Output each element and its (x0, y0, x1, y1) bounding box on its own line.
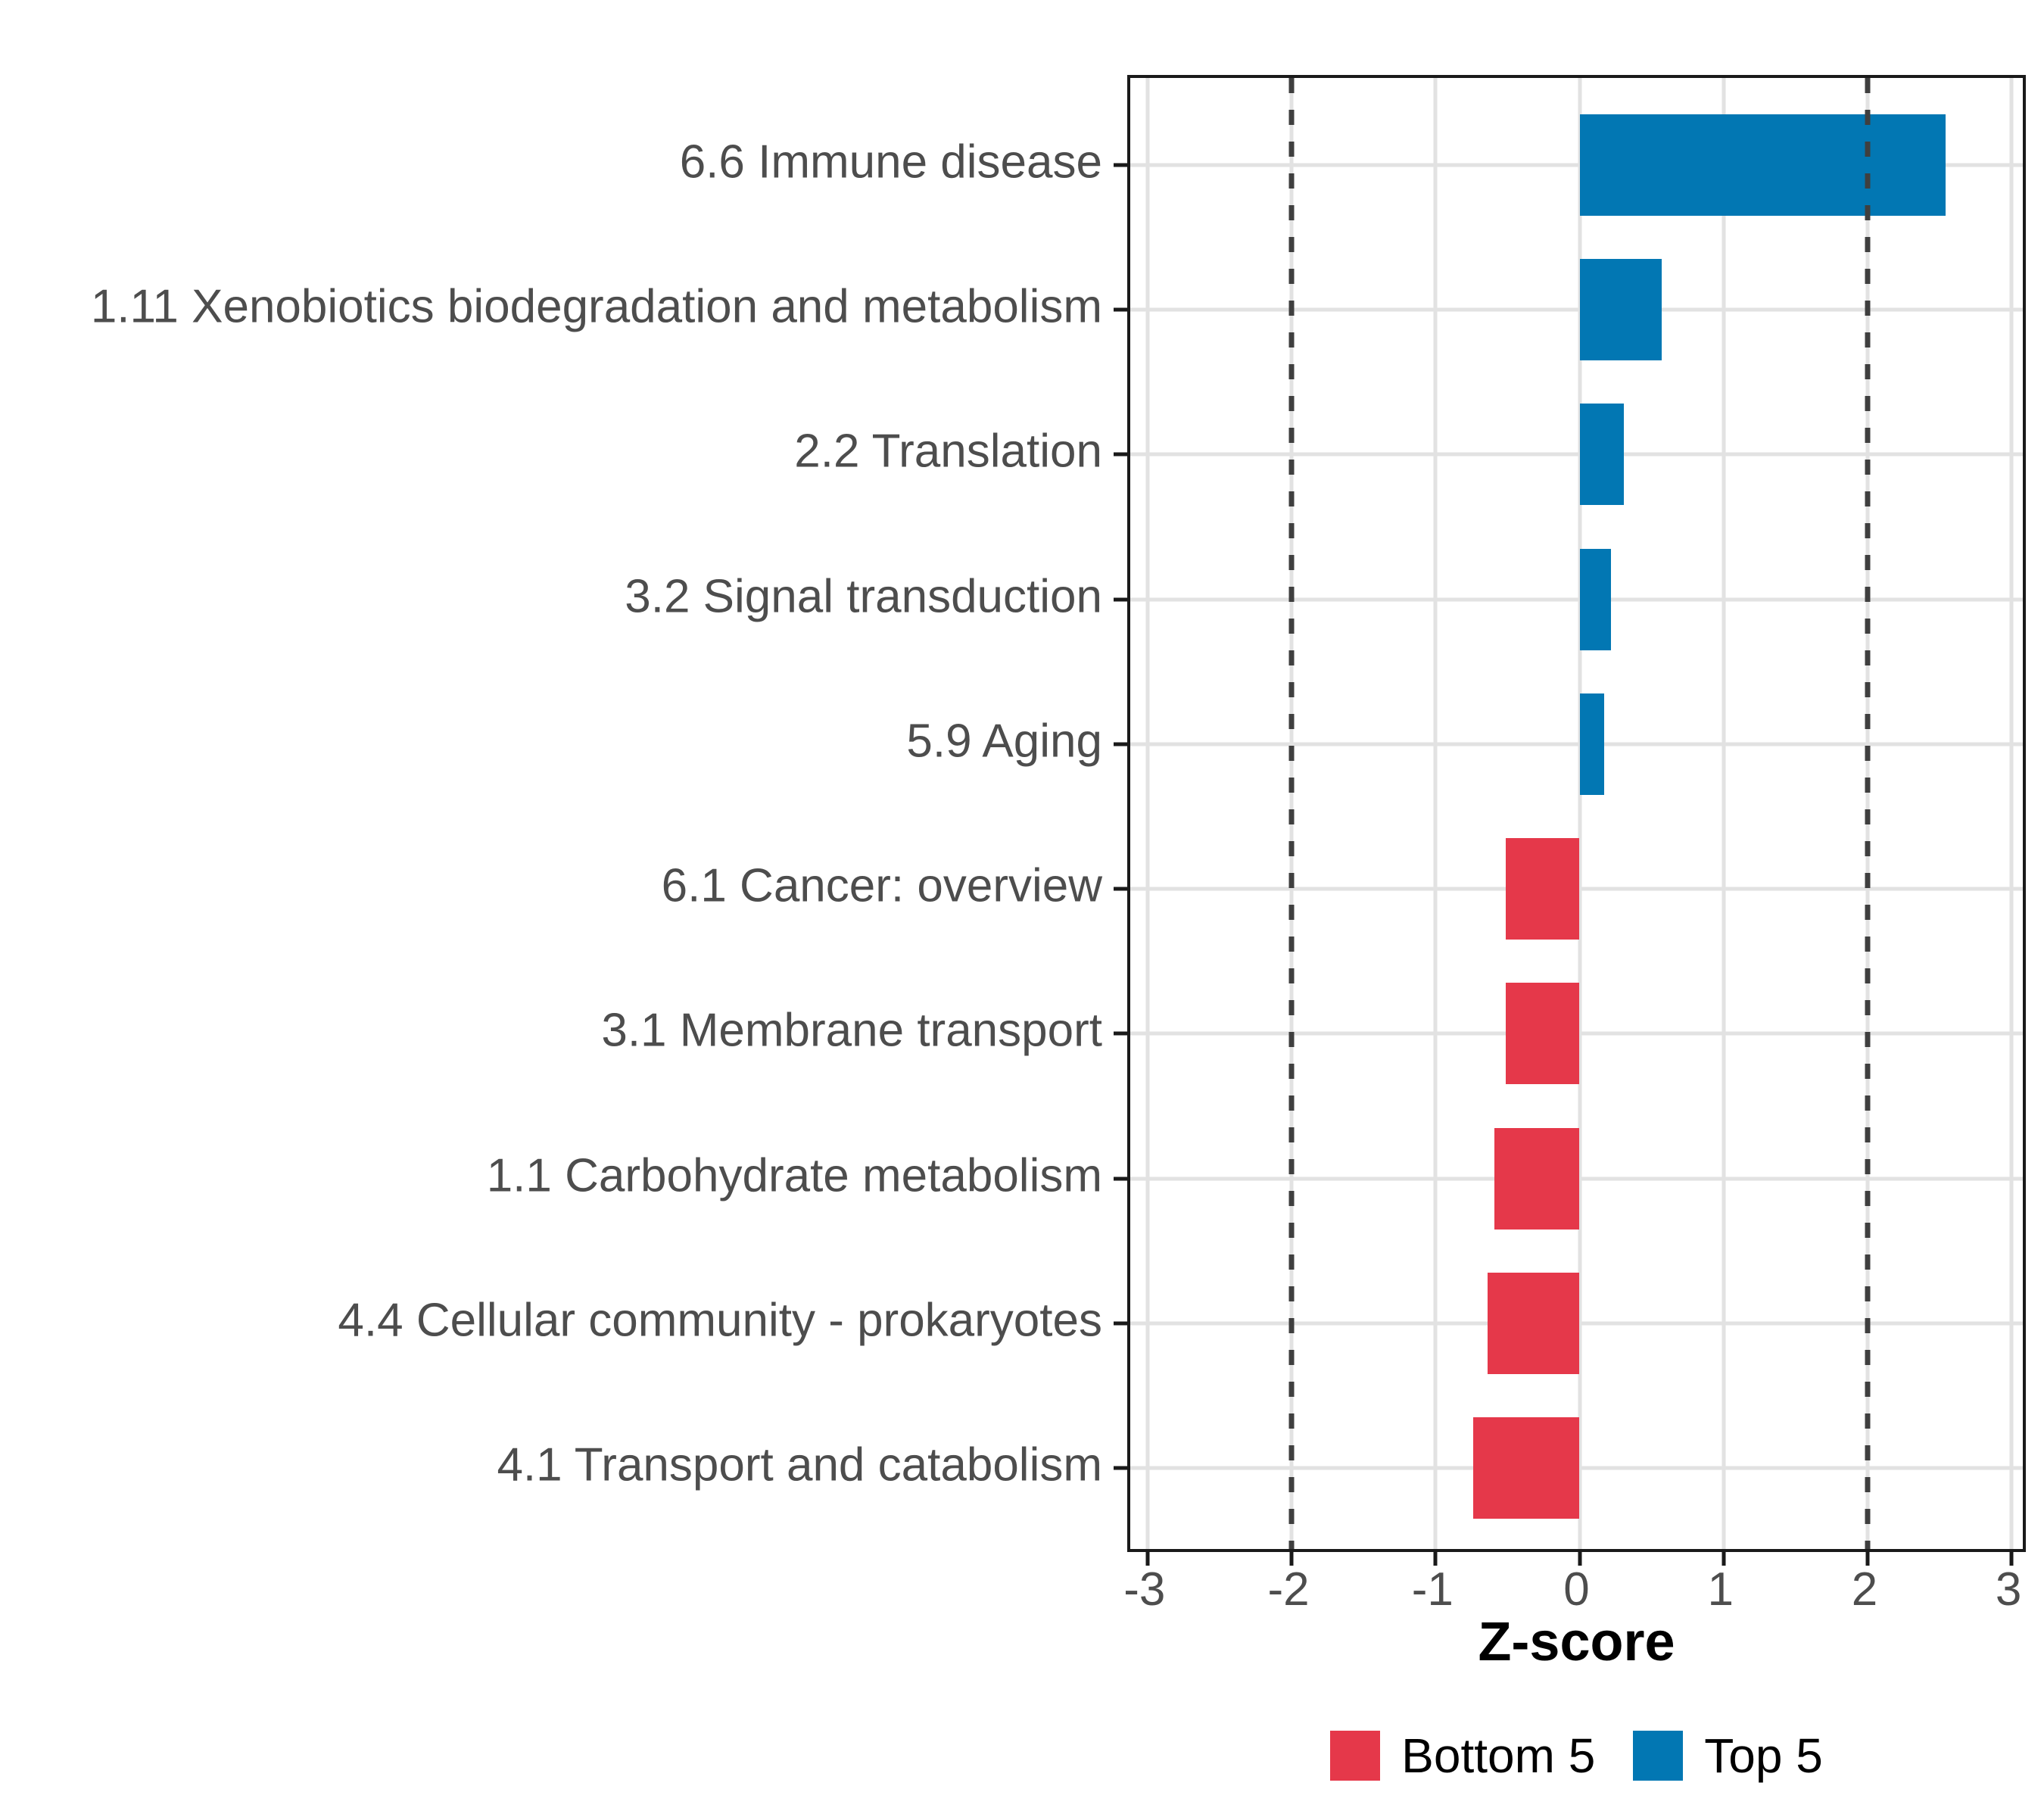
x-axis-tick-label: 1 (1707, 1563, 1734, 1616)
x-axis-tick (1289, 1552, 1294, 1566)
x-axis-tick (1722, 1552, 1726, 1566)
x-axis-title: Z-score (1478, 1612, 1675, 1672)
x-axis-tick-label: 3 (1995, 1563, 2022, 1616)
x-axis-tick-label: -2 (1267, 1563, 1310, 1616)
y-axis-tick (1114, 1031, 1127, 1036)
y-axis-tick (1114, 1321, 1127, 1326)
horizontal-gridline (1130, 163, 2023, 167)
legend-label: Top 5 (1704, 1728, 1823, 1783)
y-axis-tick (1114, 452, 1127, 457)
y-axis-tick (1114, 597, 1127, 602)
y-axis-label: 1.11 Xenobiotics biodegradation and meta… (90, 280, 1102, 333)
x-axis-tick (1865, 1552, 1870, 1566)
horizontal-gridline (1130, 307, 2023, 312)
legend-item: Top 5 (1633, 1728, 1823, 1784)
legend: Bottom 5 Top 5 (1127, 1706, 2026, 1806)
y-axis-label: 4.1 Transport and catabolism (497, 1438, 1102, 1491)
legend-swatch (1330, 1731, 1381, 1781)
y-axis-label: 6.6 Immune disease (679, 136, 1102, 189)
y-axis-label: 4.4 Cellular community - prokaryotes (338, 1294, 1102, 1347)
bar (1579, 114, 1946, 216)
y-axis-tick (1114, 307, 1127, 312)
y-axis-label: 2.2 Translation (794, 425, 1102, 478)
bar (1487, 1272, 1580, 1374)
x-axis-tick-label: 0 (1563, 1563, 1590, 1616)
bar (1494, 1127, 1580, 1230)
bar (1506, 838, 1580, 940)
y-axis-label: 5.9 Aging (906, 715, 1102, 768)
x-axis-tick (2009, 1552, 2014, 1566)
x-axis-tick-label: 2 (1851, 1563, 1878, 1616)
y-axis-tick (1114, 887, 1127, 891)
x-axis-tick (1145, 1552, 1150, 1566)
bar (1579, 548, 1612, 650)
y-axis-label: 1.1 Carbohydrate metabolism (486, 1149, 1102, 1202)
x-axis-tick (1578, 1552, 1581, 1566)
y-axis-label: 3.1 Membrane transport (601, 1004, 1102, 1057)
vertical-gridline (1578, 78, 1581, 1549)
horizontal-gridline (1130, 597, 2023, 602)
y-axis-tick (1114, 1466, 1127, 1470)
bar (1579, 404, 1625, 506)
y-axis-tick (1114, 163, 1127, 167)
bar (1506, 983, 1580, 1085)
legend-label: Bottom 5 (1401, 1728, 1596, 1783)
reference-line (1865, 78, 1871, 1549)
bar (1579, 259, 1662, 361)
legend-swatch (1633, 1731, 1684, 1781)
vertical-gridline (1722, 78, 1726, 1549)
bar (1579, 693, 1604, 795)
vertical-gridline (1145, 78, 1150, 1549)
vertical-gridline (2009, 78, 2014, 1549)
vertical-gridline (1433, 78, 1438, 1549)
plot-panel (1114, 75, 2026, 1566)
x-axis-tick-label: -1 (1411, 1563, 1454, 1616)
horizontal-gridline (1130, 452, 2023, 457)
y-axis-label: 6.1 Cancer: overview (661, 859, 1102, 912)
legend-item: Bottom 5 (1330, 1728, 1595, 1784)
y-axis-tick (1114, 742, 1127, 746)
y-axis-tick (1114, 1177, 1127, 1181)
bar (1472, 1417, 1580, 1519)
horizontal-gridline (1130, 742, 2023, 746)
y-axis-label: 3.2 Signal transduction (625, 570, 1102, 623)
reference-line (1288, 78, 1295, 1549)
x-axis-tick (1433, 1552, 1438, 1566)
x-axis-tick-label: -3 (1123, 1563, 1166, 1616)
